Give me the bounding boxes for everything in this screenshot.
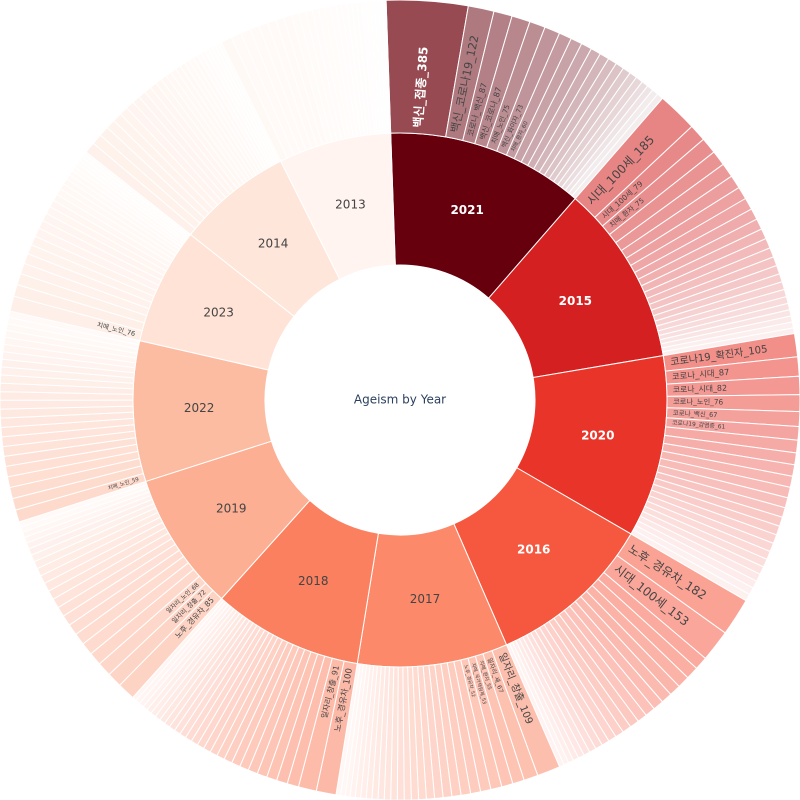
leaf-label-2020-4: 코로나_백신_67 [672, 408, 717, 419]
leaf-label-2021-0: 백신_접종_385 [410, 46, 432, 128]
year-label-2022: 2022 [184, 401, 215, 415]
chart-title: Ageism by Year [354, 393, 446, 407]
leaf-segment-2013-25[interactable] [381, 0, 392, 134]
year-label-2023: 2023 [203, 306, 234, 320]
year-label-2019: 2019 [216, 502, 247, 516]
year-label-2020: 2020 [581, 428, 614, 442]
year-label-2013: 2013 [335, 198, 366, 212]
leaf-label-2020-2: 코로나_시대_82 [673, 384, 728, 395]
year-label-2021: 2021 [450, 203, 483, 217]
year-label-2015: 2015 [559, 294, 592, 308]
leaf-label-2020-1: 코로나_시대_87 [672, 367, 730, 382]
year-label-2018: 2018 [298, 574, 329, 588]
leaf-label-2020-3: 코로나_노인_76 [673, 397, 724, 406]
year-label-2016: 2016 [517, 543, 550, 557]
year-label-2017: 2017 [410, 592, 441, 606]
year-labels: 2021 2015 2020 2016 2017 2018 2019 2022 2023 2014… [184, 198, 615, 606]
year-label-2014: 2014 [258, 237, 289, 251]
